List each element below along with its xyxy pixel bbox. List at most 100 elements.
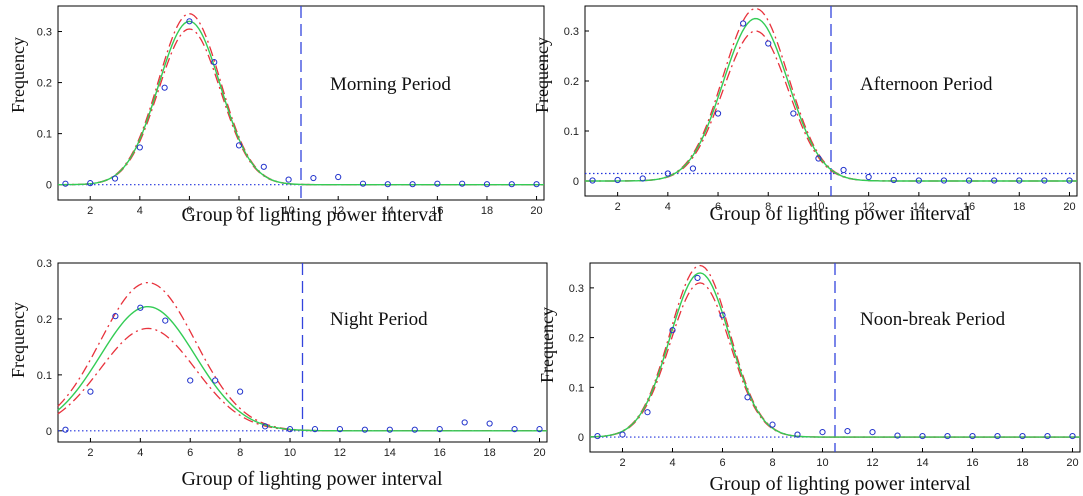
data-point [844, 428, 851, 435]
data-point [361, 426, 368, 433]
data-point [790, 110, 797, 117]
data-point [237, 388, 244, 395]
data-point [1041, 177, 1048, 184]
x-axis-label: Group of lighting power interval [709, 473, 970, 495]
data-point [619, 431, 626, 438]
data-point [1069, 432, 1076, 440]
x-tick-label: 8 [236, 205, 242, 217]
period-label: Afternoon Period [860, 74, 993, 95]
x-tick-label: 14 [384, 447, 396, 459]
y-axis-label: Frequency [8, 302, 28, 378]
data-point [694, 274, 701, 282]
data-point [186, 18, 193, 25]
x-tick-label: 20 [530, 205, 542, 217]
y-axis-label: Frequency [8, 37, 28, 113]
data-point [187, 377, 194, 384]
x-tick-label: 12 [863, 201, 875, 213]
subplot-2: 2 4 6 8 10 12 14 16 18 20 0 0.1 0.2 0.3 Group of light… [532, 5, 1078, 225]
data-point [461, 419, 468, 426]
x-tick-label: 8 [237, 447, 243, 459]
data-point [890, 176, 897, 184]
x-tick-label: 14 [382, 205, 394, 217]
data-point [310, 174, 317, 182]
data-point [336, 426, 344, 433]
data-point [994, 432, 1001, 440]
y-tick-label: 0.1 [37, 370, 52, 382]
data-point [1019, 432, 1026, 440]
data-point [211, 59, 218, 66]
data-point [765, 40, 772, 47]
y-tick-label: 0.3 [569, 283, 584, 295]
x-tick-label: 6 [187, 447, 193, 459]
data-point [991, 177, 998, 184]
y-tick-label: 0.1 [564, 126, 579, 138]
subplot-1: 2 4 6 8 10 12 14 16 18 20 0 0.1 0.2 0.3 Group of light… [8, 5, 545, 226]
data-point [486, 420, 493, 427]
subplot-4: 2 4 6 8 10 12 14 16 18 20 0 0.1 0.2 0.3 Group of light… [537, 262, 1081, 495]
data-point [508, 181, 515, 188]
data-point [919, 432, 926, 440]
data-point [819, 429, 826, 436]
y-tick-label: 0.3 [564, 26, 579, 38]
x-tick-label: 20 [533, 447, 545, 459]
data-point [335, 173, 342, 181]
data-point [719, 312, 726, 319]
data-point [944, 432, 951, 440]
data-point [840, 166, 847, 174]
x-axis-label: Group of lighting power interval [181, 468, 442, 490]
x-tick-label: 8 [769, 457, 775, 469]
data-point [409, 181, 416, 188]
fitted-curve [589, 272, 1080, 438]
y-tick-label: 0.3 [37, 27, 52, 39]
fitted-curve [58, 20, 544, 186]
x-tick-label: 10 [284, 447, 296, 459]
y-tick-label: 0.2 [37, 78, 52, 90]
x-tick-label: 12 [334, 447, 346, 459]
data-point [434, 180, 441, 187]
x-tick-label: 8 [765, 201, 771, 213]
y-tick-label: 0.2 [564, 76, 579, 88]
x-tick-label: 18 [1016, 457, 1028, 469]
data-point [744, 394, 751, 401]
data-point [436, 426, 443, 433]
x-tick-label: 14 [913, 201, 925, 213]
x-axis-label: Group of lighting power interval [709, 203, 970, 225]
x-tick-label: 18 [1013, 201, 1025, 213]
x-tick-label: 20 [1066, 457, 1078, 469]
x-tick-label: 6 [719, 457, 725, 469]
data-point [769, 421, 776, 428]
y-tick-label: 0.2 [569, 333, 584, 345]
data-point [235, 142, 243, 149]
data-point [261, 423, 269, 430]
y-tick-label: 0.2 [37, 314, 52, 326]
y-tick-label: 0 [573, 176, 579, 188]
data-point [589, 177, 596, 184]
data-point [286, 426, 294, 433]
data-point [644, 409, 651, 416]
y-tick-label: 0.3 [37, 258, 52, 270]
data-point [260, 163, 267, 170]
data-point [136, 144, 143, 151]
data-point [384, 181, 391, 188]
x-tick-label: 4 [137, 205, 143, 217]
data-point [794, 431, 801, 438]
x-tick-label: 6 [186, 205, 192, 217]
x-tick-label: 18 [483, 447, 495, 459]
x-tick-label: 6 [715, 201, 721, 213]
data-point [212, 377, 219, 384]
x-tick-label: 16 [431, 205, 443, 217]
y-tick-label: 0 [46, 426, 52, 438]
x-tick-label: 12 [866, 457, 878, 469]
period-label: Morning Period [330, 74, 451, 95]
data-point [740, 20, 747, 27]
period-label: Noon-break Period [860, 309, 1006, 330]
data-point [162, 317, 169, 324]
x-tick-label: 18 [481, 205, 493, 217]
data-point [614, 176, 621, 184]
data-point [87, 388, 94, 395]
y-tick-label: 0.1 [37, 129, 52, 141]
y-axis-label: Frequency [532, 37, 552, 113]
data-point [815, 155, 822, 162]
x-tick-label: 4 [137, 447, 143, 459]
